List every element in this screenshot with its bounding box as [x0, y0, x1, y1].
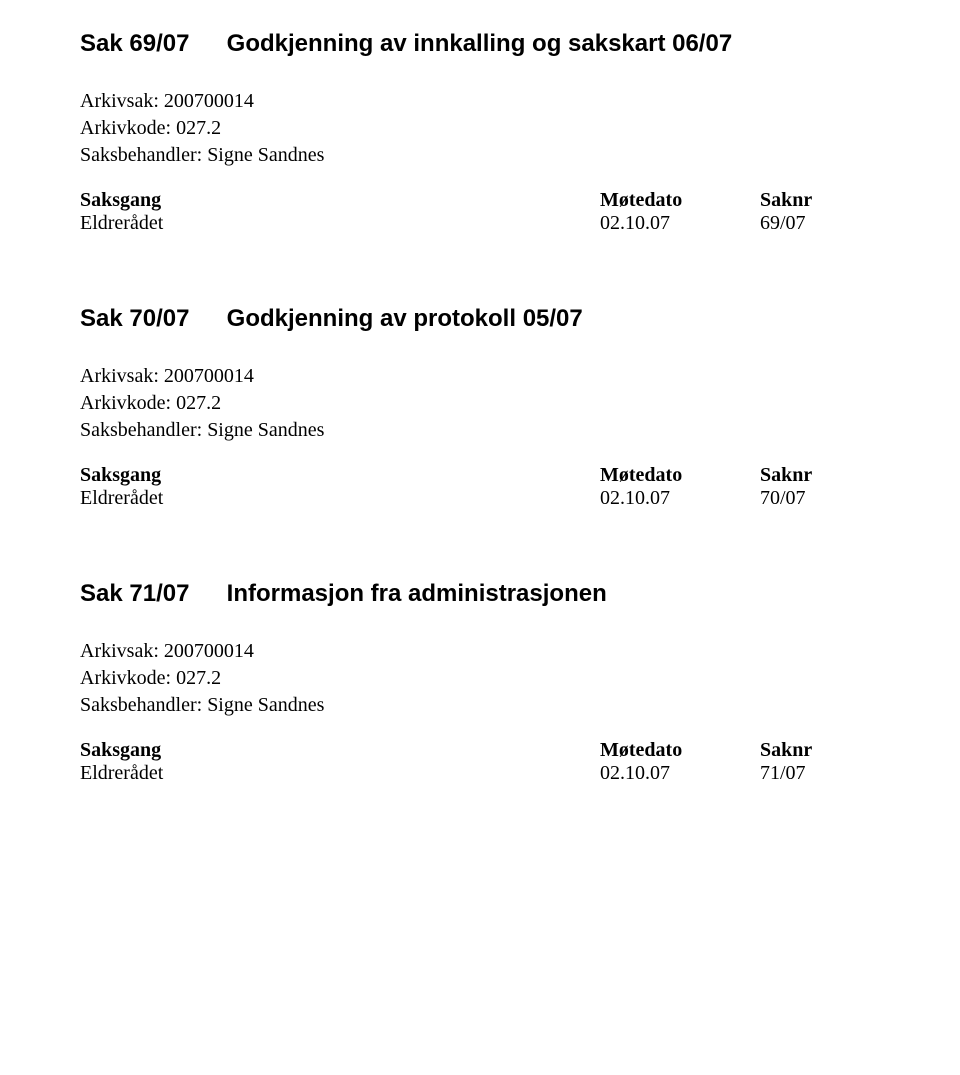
cell-saknr: 70/07	[760, 487, 880, 510]
saksgang-table: Saksgang Møtedato Saknr Eldrerådet 02.10…	[80, 189, 880, 235]
saksbehandler-line: Saksbehandler: Signe Sandnes	[80, 142, 880, 169]
arkivsak-line: Arkivsak: 200700014	[80, 363, 880, 390]
sak-title: Godkjenning av innkalling og sakskart 06…	[227, 30, 733, 57]
cell-saknr: 69/07	[760, 212, 880, 235]
arkivsak-info: Arkivsak: 200700014 Arkivkode: 027.2 Sak…	[80, 638, 880, 719]
sak-block: Sak 71/07 Informasjon fra administrasjon…	[80, 580, 880, 785]
sak-block: Sak 70/07 Godkjenning av protokoll 05/07…	[80, 305, 880, 510]
saksbehandler-line: Saksbehandler: Signe Sandnes	[80, 417, 880, 444]
saksgang-table: Saksgang Møtedato Saknr Eldrerådet 02.10…	[80, 739, 880, 785]
sak-number: Sak 69/07	[80, 30, 220, 58]
header-saknr: Saknr	[760, 464, 880, 487]
table-header-row: Saksgang Møtedato Saknr	[80, 464, 880, 487]
sak-heading: Sak 71/07 Informasjon fra administrasjon…	[80, 580, 880, 608]
header-motedato: Møtedato	[600, 464, 760, 487]
cell-motedato: 02.10.07	[600, 487, 760, 510]
sak-title: Godkjenning av protokoll 05/07	[227, 305, 583, 332]
table-header-row: Saksgang Møtedato Saknr	[80, 739, 880, 762]
header-saknr: Saknr	[760, 739, 880, 762]
table-row: Eldrerådet 02.10.07 70/07	[80, 487, 880, 510]
arkivkode-line: Arkivkode: 027.2	[80, 115, 880, 142]
header-saksgang: Saksgang	[80, 464, 600, 487]
sak-heading: Sak 69/07 Godkjenning av innkalling og s…	[80, 30, 880, 58]
table-row: Eldrerådet 02.10.07 71/07	[80, 762, 880, 785]
header-saksgang: Saksgang	[80, 189, 600, 212]
sak-title: Informasjon fra administrasjonen	[227, 580, 607, 607]
sak-block: Sak 69/07 Godkjenning av innkalling og s…	[80, 30, 880, 235]
header-motedato: Møtedato	[600, 739, 760, 762]
cell-saknr: 71/07	[760, 762, 880, 785]
arkivsak-info: Arkivsak: 200700014 Arkivkode: 027.2 Sak…	[80, 363, 880, 444]
arkivsak-line: Arkivsak: 200700014	[80, 88, 880, 115]
header-saksgang: Saksgang	[80, 739, 600, 762]
saksgang-table: Saksgang Møtedato Saknr Eldrerådet 02.10…	[80, 464, 880, 510]
header-saknr: Saknr	[760, 189, 880, 212]
sak-number: Sak 70/07	[80, 305, 220, 333]
table-header-row: Saksgang Møtedato Saknr	[80, 189, 880, 212]
cell-motedato: 02.10.07	[600, 762, 760, 785]
sak-heading: Sak 70/07 Godkjenning av protokoll 05/07	[80, 305, 880, 333]
arkivsak-line: Arkivsak: 200700014	[80, 638, 880, 665]
cell-saksgang: Eldrerådet	[80, 212, 600, 235]
arkivkode-line: Arkivkode: 027.2	[80, 665, 880, 692]
sak-number: Sak 71/07	[80, 580, 220, 608]
table-row: Eldrerådet 02.10.07 69/07	[80, 212, 880, 235]
cell-saksgang: Eldrerådet	[80, 487, 600, 510]
cell-motedato: 02.10.07	[600, 212, 760, 235]
arkivkode-line: Arkivkode: 027.2	[80, 390, 880, 417]
arkivsak-info: Arkivsak: 200700014 Arkivkode: 027.2 Sak…	[80, 88, 880, 169]
saksbehandler-line: Saksbehandler: Signe Sandnes	[80, 692, 880, 719]
cell-saksgang: Eldrerådet	[80, 762, 600, 785]
header-motedato: Møtedato	[600, 189, 760, 212]
